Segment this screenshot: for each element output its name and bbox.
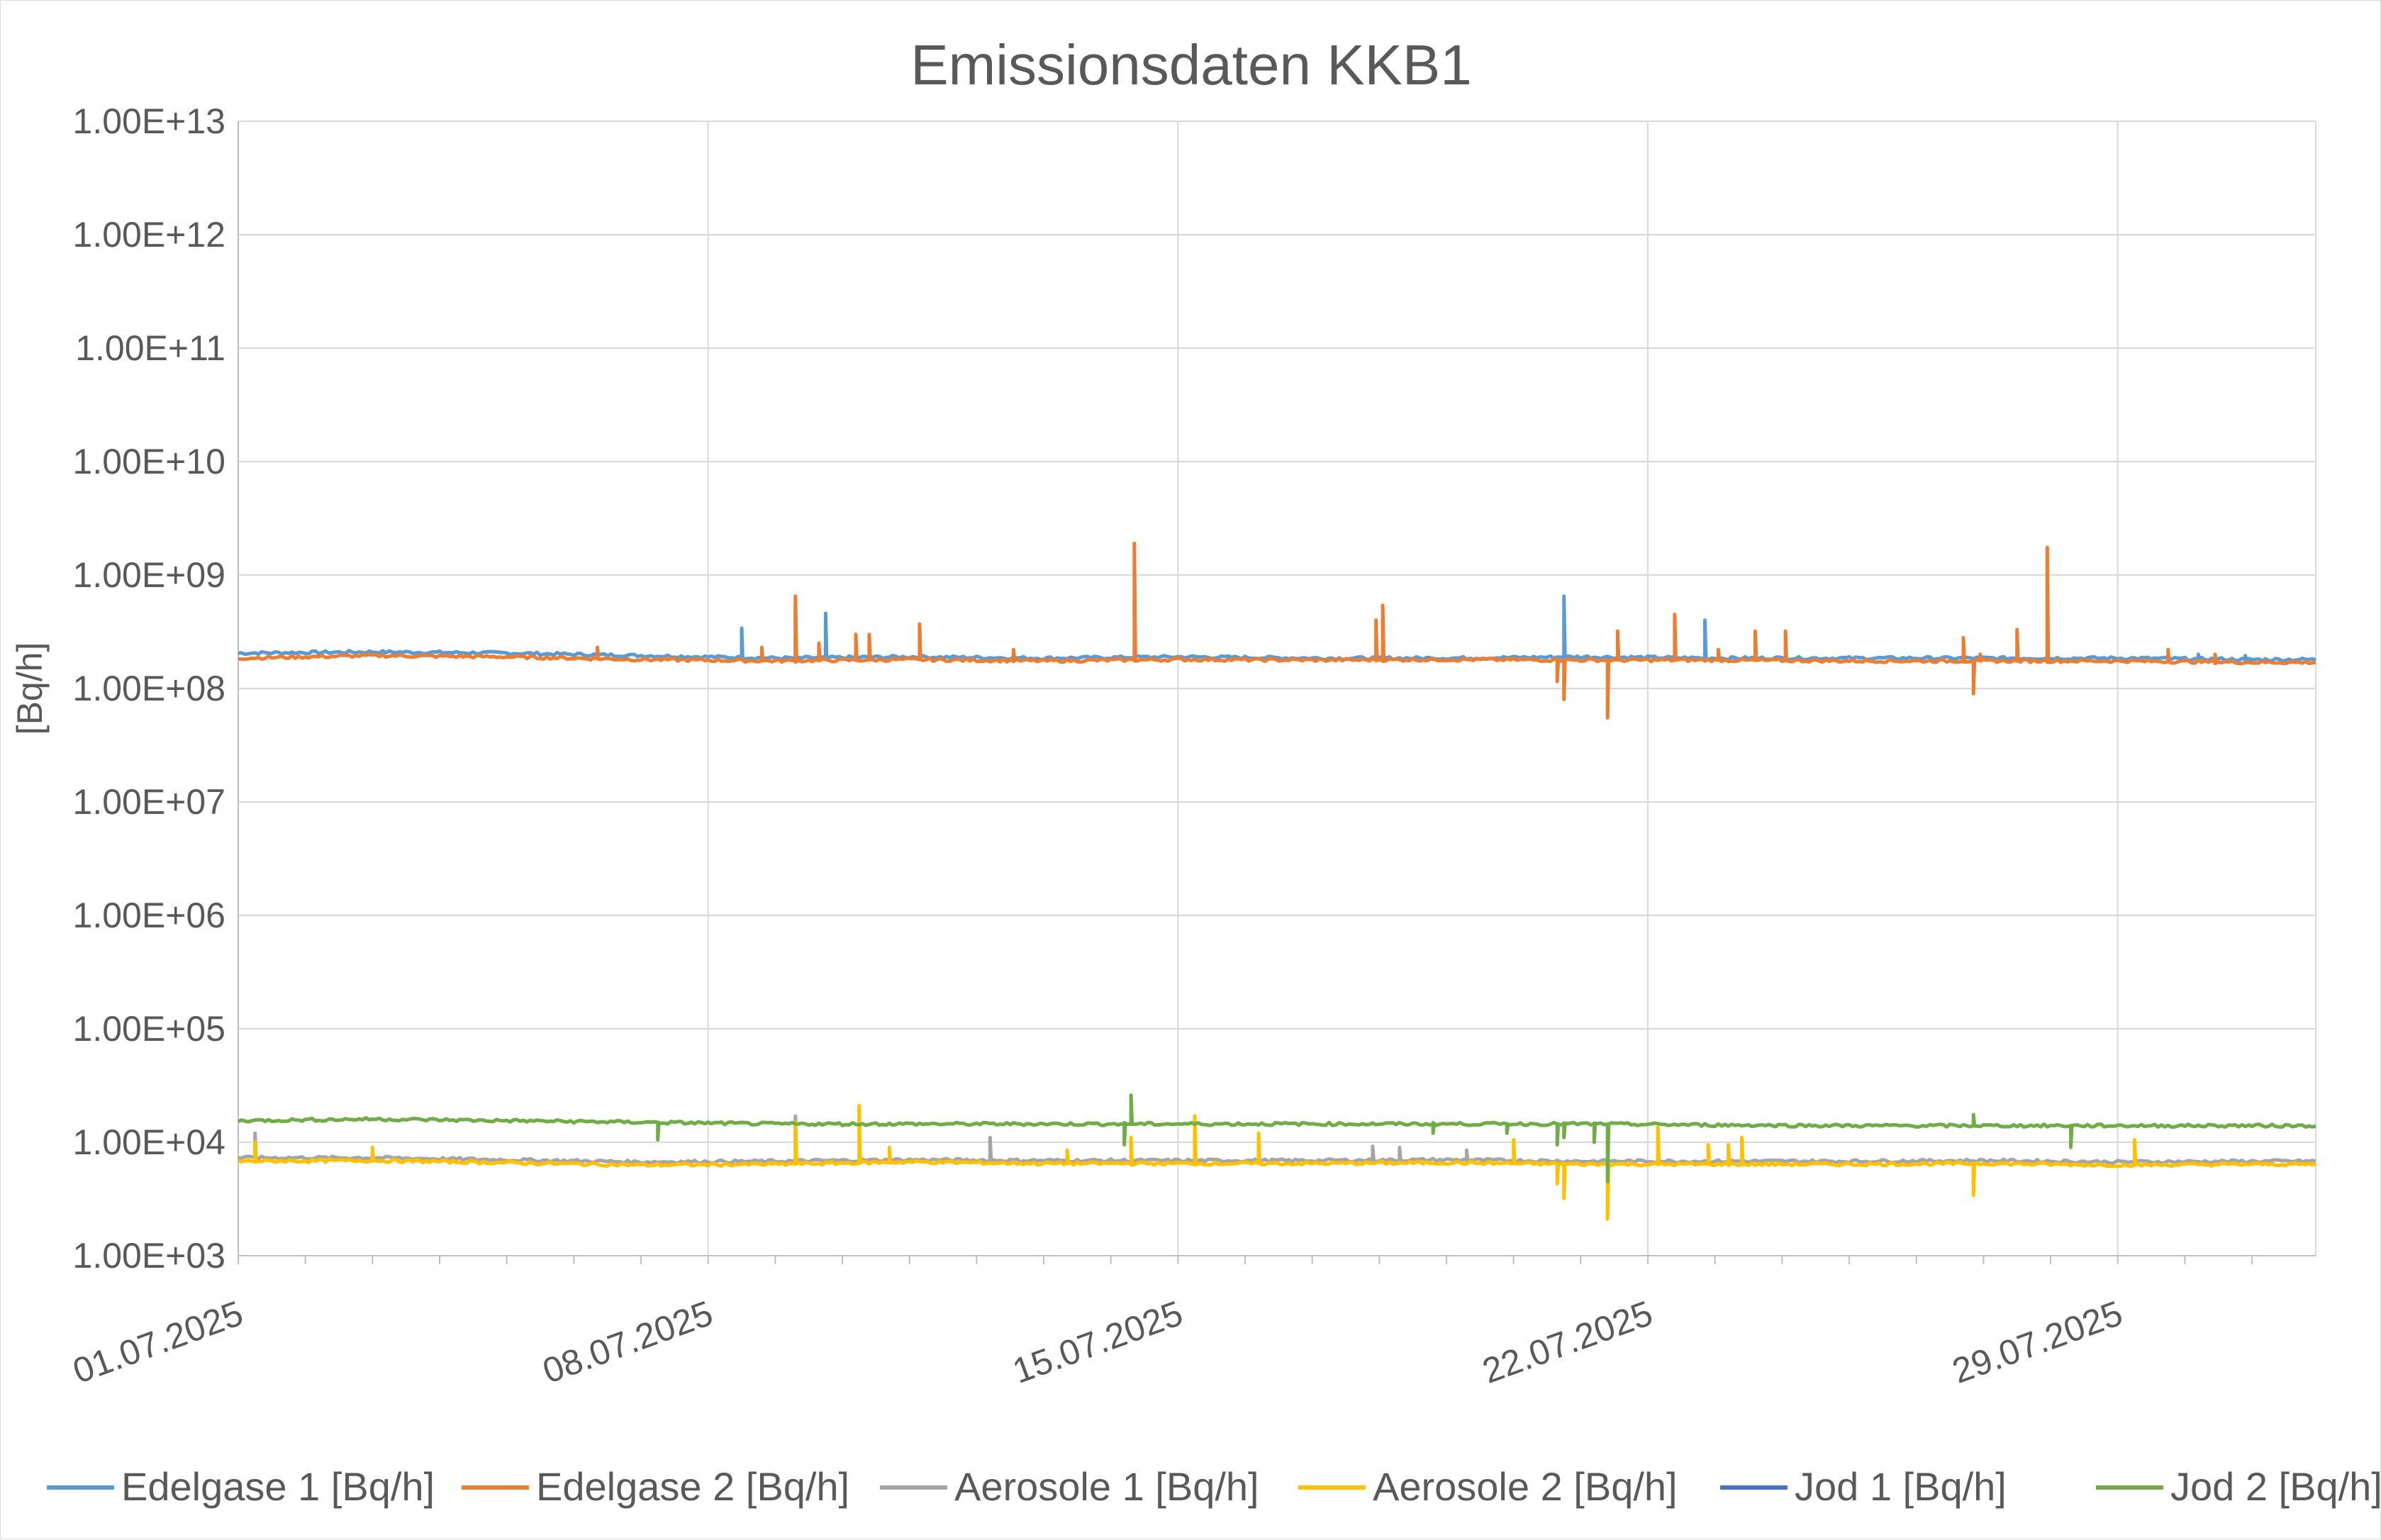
x-tick-label: 01.07.2025 <box>67 1293 247 1391</box>
y-tick-label: 1.00E+11 <box>75 328 225 368</box>
series-line-2 <box>238 1114 2316 1166</box>
legend-entry: Edelgase 1 [Bq/h] <box>121 1464 435 1509</box>
y-axis-label: [Bq/h] <box>10 642 50 735</box>
y-tick-label: 1.00E+03 <box>73 1236 225 1276</box>
y-tick-label: 1.00E+13 <box>73 101 225 141</box>
series-line-0 <box>238 594 2316 663</box>
x-tick-label: 15.07.2025 <box>1008 1293 1188 1391</box>
legend-entry: Aerosole 2 [Bq/h] <box>1373 1464 1678 1509</box>
y-tick-label: 1.00E+10 <box>73 442 225 481</box>
y-tick-label: 1.00E+07 <box>73 782 225 822</box>
y-tick-label: 1.00E+09 <box>73 555 225 595</box>
y-tick-label: 1.00E+08 <box>73 669 225 708</box>
legend-entry: Jod 2 [Bq/h] <box>2170 1464 2381 1509</box>
y-tick-label: 1.00E+06 <box>73 895 225 935</box>
series-lines <box>237 541 2316 1221</box>
gridlines <box>238 121 2316 1256</box>
tick-labels: 1.00E+03 1.00E+04 1.00E+05 1.00E+06 1.00E+07… <box>67 101 2127 1391</box>
series-line-5 <box>237 1093 2316 1183</box>
series-line-3 <box>238 1103 2316 1221</box>
x-tick-label: 08.07.2025 <box>537 1293 718 1391</box>
axes <box>238 121 2316 1264</box>
x-tick-label: 22.07.2025 <box>1477 1293 1657 1391</box>
chart-title: Emissionsdaten KKB1 <box>910 33 1472 96</box>
legend-entry: Aerosole 1 [Bq/h] <box>954 1464 1259 1509</box>
y-tick-label: 1.00E+12 <box>73 215 225 255</box>
y-tick-label: 1.00E+05 <box>73 1009 225 1049</box>
y-tick-label: 1.00E+04 <box>73 1122 225 1162</box>
x-tick-label: 29.07.2025 <box>1947 1293 2127 1391</box>
series-line-1 <box>238 541 2316 720</box>
legend-entry: Edelgase 2 [Bq/h] <box>536 1464 849 1509</box>
legend-entry: Jod 1 [Bq/h] <box>1795 1464 2007 1509</box>
legend: Edelgase 1 [Bq/h] Edelgase 2 [Bq/h] Aeroso… <box>47 1464 2381 1509</box>
